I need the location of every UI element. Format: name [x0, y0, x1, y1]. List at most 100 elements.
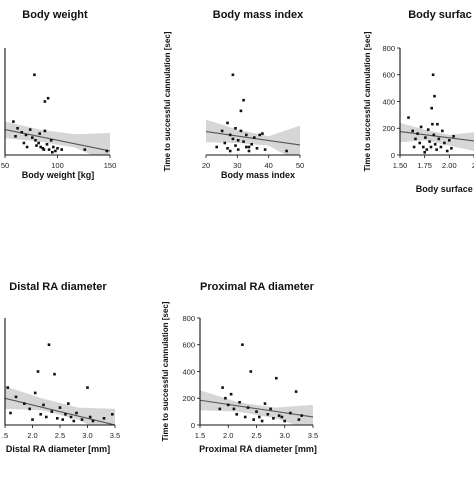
data-point [236, 139, 240, 142]
x-tick-label: 1.75 [417, 161, 432, 170]
data-point [31, 418, 34, 421]
data-point [226, 147, 229, 150]
data-point [243, 415, 247, 419]
data-point [247, 145, 251, 149]
data-point [50, 410, 54, 413]
data-point [51, 151, 54, 154]
data-point [258, 133, 261, 137]
data-point [439, 145, 443, 149]
data-point [416, 132, 419, 135]
data-point [285, 149, 288, 153]
data-point [261, 132, 264, 135]
y-tick-label: 600 [182, 341, 195, 350]
data-point [419, 125, 423, 129]
data-point [31, 136, 34, 139]
data-point [42, 148, 46, 151]
data-point [60, 148, 63, 151]
data-point [448, 139, 451, 142]
data-point [229, 392, 233, 396]
data-point [218, 407, 222, 411]
data-point [12, 120, 15, 123]
confidence-band-5 [200, 390, 313, 425]
data-point [75, 411, 78, 415]
data-point [437, 137, 441, 141]
data-point [414, 137, 417, 141]
data-point [407, 116, 410, 119]
data-point [241, 343, 244, 346]
x-axis-label-2: Body mass index [221, 170, 295, 180]
data-point [64, 413, 67, 416]
data-point [431, 122, 434, 126]
data-point [246, 406, 250, 409]
data-point [43, 100, 47, 103]
data-point [56, 417, 59, 420]
data-point [231, 73, 235, 77]
data-point [105, 149, 109, 153]
x-tick-label: 30 [233, 161, 241, 170]
data-point [445, 149, 449, 153]
data-point [224, 396, 227, 400]
data-point [226, 403, 230, 407]
data-point [266, 413, 270, 416]
regression-line-3 [400, 131, 474, 142]
x-tick-label: .5 [2, 431, 8, 440]
data-point [283, 419, 286, 423]
data-point [6, 386, 10, 389]
data-point [88, 415, 92, 419]
data-point [297, 418, 301, 421]
data-point [47, 343, 51, 346]
data-point [250, 143, 253, 146]
data-point [260, 419, 264, 423]
data-point [263, 148, 267, 151]
x-axis-label-5: Proximal RA diameter [mm] [199, 444, 317, 454]
data-point [223, 141, 227, 145]
data-point [33, 73, 36, 77]
chart-panel-4: .5 2.0 2.5 3.0 3.5 Distal RA diameter Distal R… [2, 281, 120, 454]
data-point [245, 145, 248, 149]
data-point [242, 140, 245, 143]
y-tick-label: 400 [182, 367, 195, 376]
data-point [25, 145, 29, 149]
x-tick-label: 20 [202, 161, 210, 170]
data-point [412, 145, 416, 149]
data-point [37, 141, 40, 145]
data-point [232, 407, 236, 411]
data-point [252, 418, 255, 421]
chart-panel-3: 1.50 1.75 2.00 2 0 200 400 600 800 Body surfac Bod… [363, 9, 474, 194]
data-point [425, 148, 429, 151]
data-point [247, 149, 251, 153]
chart-title-2: Body mass index [213, 9, 304, 21]
data-point [280, 415, 284, 419]
data-point [428, 140, 431, 143]
data-point [426, 128, 430, 131]
data-point [24, 133, 28, 137]
y-axis-label-5: Time to successful cannulation [sec] [161, 301, 170, 441]
data-point [67, 402, 70, 405]
y-tick-label: 0 [191, 421, 195, 430]
data-point [22, 141, 26, 145]
data-point [433, 143, 437, 146]
x-tick-label: 40 [264, 161, 272, 170]
data-point [16, 127, 19, 130]
x-axis-label-1: Body weight [kg] [22, 170, 95, 180]
data-point [234, 144, 237, 147]
x-tick-label: 50 [296, 161, 304, 170]
chart-panel-1: 50 100 150 Body weight Body weight [kg] [1, 9, 116, 180]
data-point [436, 122, 439, 126]
regression-line-5 [200, 399, 313, 418]
data-point [275, 376, 278, 380]
x-tick-label: 1.5 [195, 431, 205, 440]
data-point [433, 94, 436, 98]
x-tick-label: 2.00 [442, 161, 457, 170]
data-point [45, 415, 48, 419]
data-point [423, 151, 426, 154]
data-point [411, 129, 414, 133]
data-point [277, 414, 281, 417]
y-axis-label-2: Time to successful cannulation [sec] [163, 31, 172, 171]
data-point [38, 132, 41, 135]
data-point [255, 147, 259, 150]
data-point [33, 391, 37, 395]
data-point [28, 128, 32, 131]
